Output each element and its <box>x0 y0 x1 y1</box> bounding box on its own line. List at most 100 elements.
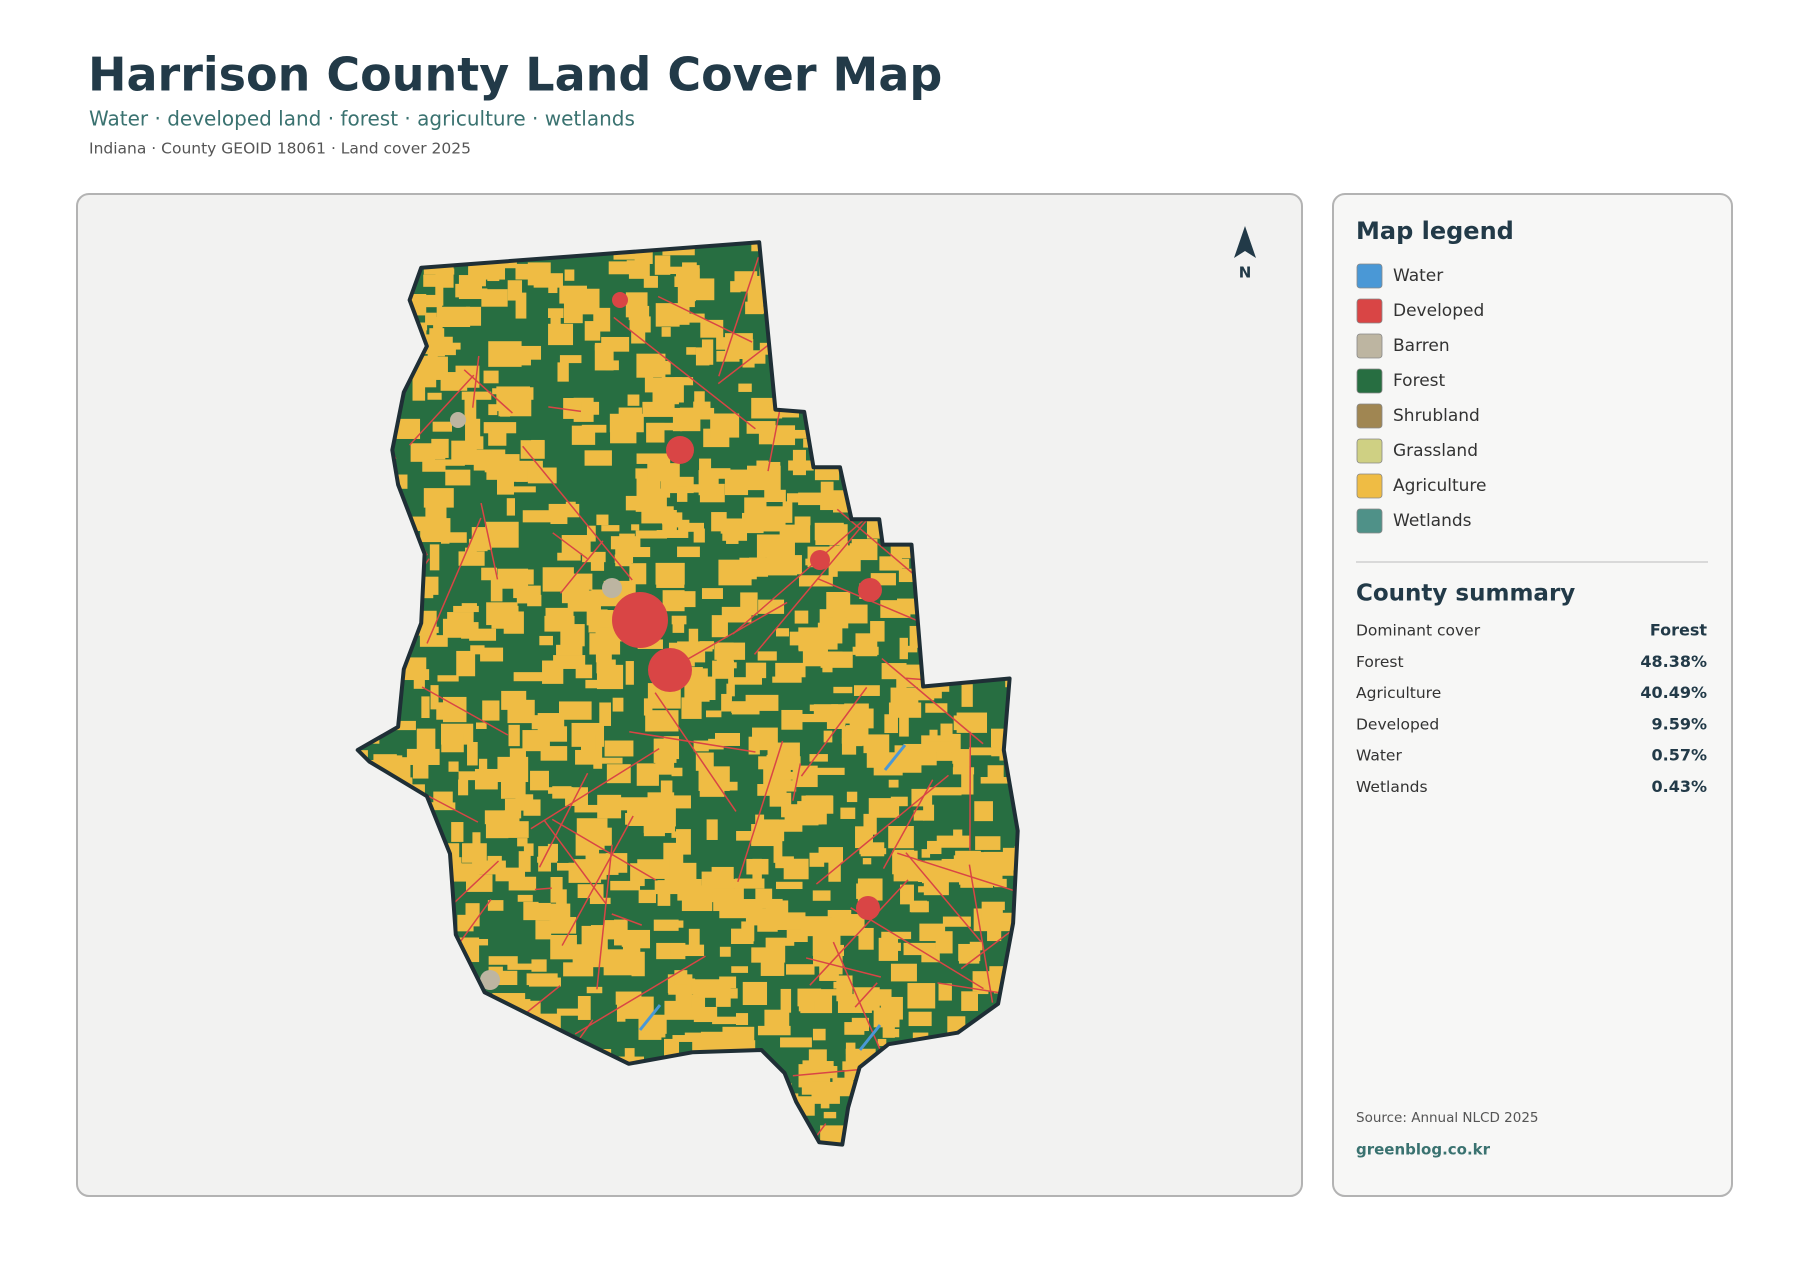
agriculture-patch <box>795 611 809 624</box>
agriculture-patch <box>746 663 766 678</box>
agriculture-patch <box>568 590 601 611</box>
agriculture-patch <box>479 759 487 772</box>
agriculture-patch <box>883 1020 895 1038</box>
agriculture-patch <box>631 524 639 530</box>
agriculture-patch <box>527 595 541 606</box>
agriculture-patch <box>765 569 773 575</box>
agriculture-patch <box>401 770 410 776</box>
agriculture-patch <box>909 1012 932 1026</box>
agriculture-patch <box>689 629 698 646</box>
agriculture-patch <box>746 695 779 711</box>
source: Source: Annual NLCD 2025 <box>1356 1110 1539 1126</box>
legend-swatch <box>1357 404 1382 428</box>
agriculture-patch <box>492 388 514 394</box>
agriculture-patch <box>713 888 744 911</box>
agriculture-patch <box>556 645 582 656</box>
agriculture-patch <box>757 534 782 557</box>
agriculture-patch <box>459 771 484 780</box>
agriculture-patch <box>467 742 478 765</box>
agriculture-patch <box>712 661 734 679</box>
agriculture-patch <box>591 925 608 950</box>
barren-patch <box>602 578 622 598</box>
agriculture-patch <box>430 544 439 570</box>
agriculture-patch <box>717 642 734 662</box>
agriculture-patch <box>923 805 934 821</box>
agriculture-patch <box>613 698 624 712</box>
agriculture-patch <box>673 408 682 431</box>
agriculture-patch <box>813 890 831 900</box>
agriculture-patch <box>428 447 445 459</box>
agriculture-patch <box>809 1049 827 1067</box>
agriculture-patch <box>699 459 711 481</box>
agriculture-patch <box>559 701 592 719</box>
agriculture-patch <box>573 289 599 315</box>
agriculture-patch <box>937 836 970 848</box>
agriculture-patch <box>686 278 714 300</box>
agriculture-patch <box>911 901 929 912</box>
agriculture-patch <box>663 590 685 611</box>
agriculture-patch <box>869 798 899 818</box>
agriculture-patch <box>610 414 644 433</box>
legend-label: Barren <box>1393 336 1450 356</box>
agriculture-patch <box>504 611 524 633</box>
agriculture-patch <box>458 779 468 795</box>
agriculture-patch <box>465 419 480 444</box>
legend-swatch <box>1357 509 1382 533</box>
legend-swatch <box>1357 264 1382 288</box>
agriculture-patch <box>784 859 809 880</box>
agriculture-patch <box>669 863 696 881</box>
agriculture-patch <box>459 939 488 945</box>
agriculture-patch <box>521 440 545 459</box>
summary-title: County summary <box>1356 581 1575 607</box>
agriculture-patch <box>413 377 426 401</box>
agriculture-patch <box>702 588 723 599</box>
agriculture-patch <box>954 715 970 730</box>
agriculture-patch <box>928 742 953 752</box>
site: greenblog.co.kr <box>1356 1141 1491 1159</box>
agriculture-patch <box>599 702 611 725</box>
agriculture-patch <box>505 799 521 819</box>
agriculture-patch <box>671 945 704 956</box>
agriculture-patch <box>441 372 468 391</box>
agriculture-patch <box>894 756 922 773</box>
agriculture-patch <box>982 902 1005 910</box>
agriculture-patch <box>884 714 898 733</box>
agriculture-patch <box>557 1009 586 1016</box>
agriculture-patch <box>686 484 706 492</box>
agriculture-patch <box>656 563 685 585</box>
agriculture-patch <box>962 684 973 707</box>
agriculture-patch <box>560 355 582 363</box>
agriculture-patch <box>636 496 667 511</box>
agriculture-patch <box>629 563 646 584</box>
agriculture-patch <box>437 307 470 327</box>
agriculture-patch <box>642 402 674 417</box>
agriculture-patch <box>610 881 640 890</box>
agriculture-patch <box>848 605 868 624</box>
agriculture-patch <box>616 952 636 958</box>
town <box>612 292 628 308</box>
barren-patch <box>450 412 466 428</box>
town <box>856 896 880 920</box>
agriculture-patch <box>799 1000 815 1011</box>
agriculture-patch <box>606 360 619 370</box>
legend-label: Wetlands <box>1393 511 1472 531</box>
agriculture-patch <box>445 470 470 486</box>
agriculture-patch <box>958 944 980 961</box>
agriculture-patch <box>585 680 603 688</box>
agriculture-patch <box>427 337 453 354</box>
agriculture-patch <box>626 292 648 317</box>
agriculture-patch <box>647 463 679 481</box>
agriculture-patch <box>563 962 593 976</box>
agriculture-patch <box>486 819 508 838</box>
agriculture-patch <box>551 917 577 934</box>
legend-swatch <box>1357 334 1382 358</box>
agriculture-patch <box>512 569 534 584</box>
agriculture-patch <box>466 875 493 892</box>
agriculture-patch <box>671 831 688 837</box>
summary-label: Water <box>1356 747 1402 765</box>
agriculture-patch <box>523 902 538 920</box>
town <box>666 436 694 464</box>
agriculture-patch <box>751 947 767 962</box>
agriculture-patch <box>940 724 952 742</box>
